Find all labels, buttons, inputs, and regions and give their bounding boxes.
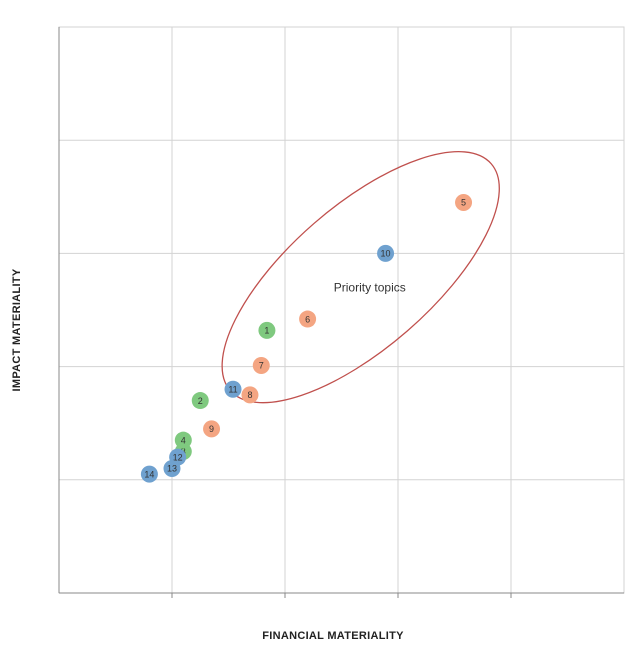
data-point-label: 5 [461,198,466,208]
annotations: Priority topics [334,280,406,294]
data-point-marker [377,244,395,262]
data-point-marker [163,459,181,477]
data-point[interactable]: 7 [252,356,270,374]
data-point[interactable]: 6 [299,310,317,328]
data-point[interactable]: 10 [377,244,395,262]
data-point[interactable]: 2 [191,392,209,410]
data-point[interactable]: 13 [163,459,181,477]
plot-border [58,26,625,594]
data-point-marker [252,356,270,374]
data-point-marker [455,193,473,211]
data-point-marker [174,431,192,449]
data-point[interactable]: 9 [203,420,221,438]
data-point-marker [224,380,242,398]
data-point[interactable]: 5 [455,193,473,211]
y-axis-title: IMPACT MATERIALITY [11,268,23,391]
data-points: 1234567891011121314 [140,193,473,483]
data-point-marker [241,386,259,404]
data-point-label: 12 [173,452,183,462]
data-point[interactable]: 8 [241,386,259,404]
data-point-label: 13 [167,464,177,474]
data-point-label: 2 [198,396,203,406]
data-point-marker [140,465,158,483]
data-point-marker [299,310,317,328]
data-point-marker [258,321,276,339]
data-point-label: 6 [305,314,310,324]
grid [58,26,625,594]
data-point[interactable]: 11 [224,380,242,398]
priority-topics-label: Priority topics [334,280,406,294]
data-point-marker [191,392,209,410]
data-point-label: 1 [264,326,269,336]
data-point[interactable]: 1 [258,321,276,339]
data-point-label: 9 [209,424,214,434]
data-point-label: 4 [181,435,186,445]
x-axis-title: FINANCIAL MATERIALITY [262,630,404,642]
data-point-label: 11 [228,384,237,394]
data-point[interactable]: 14 [140,465,158,483]
data-point-marker [203,420,221,438]
data-point-label: 7 [259,361,264,371]
data-point-label: 10 [381,249,391,259]
axes [58,27,624,598]
data-point[interactable]: 4 [174,431,192,449]
data-point-label: 14 [144,469,154,479]
data-point-label: 8 [247,390,252,400]
